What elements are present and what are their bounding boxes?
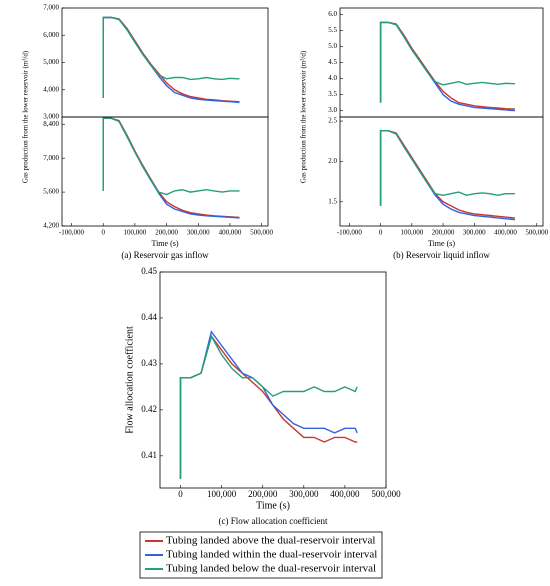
y-axis-label: Gas production from the lower reservoir … bbox=[22, 50, 30, 183]
series-line bbox=[179, 334, 358, 479]
series-line bbox=[102, 117, 240, 196]
x-tick-label: 0 bbox=[178, 489, 183, 499]
plot-frame bbox=[61, 7, 269, 118]
y-tick-label: 3,000 bbox=[43, 113, 59, 121]
x-tick-label: 300,000 bbox=[289, 489, 319, 499]
y-tick-label: 4,200 bbox=[43, 222, 59, 230]
y-tick-label: 0.45 bbox=[141, 266, 157, 276]
y-axis-label: Gas production from the lower reservoir … bbox=[300, 50, 308, 183]
y-tick-label: 8,400 bbox=[43, 120, 59, 128]
x-tick-label: 200,000 bbox=[155, 229, 178, 237]
x-axis-label: Time (s) bbox=[151, 239, 178, 248]
y-tick-label: 7,000 bbox=[43, 4, 59, 12]
x-tick-label: 0 bbox=[379, 229, 383, 237]
x-tick-label: 300,000 bbox=[187, 229, 210, 237]
y-tick-label: 0.43 bbox=[141, 358, 157, 368]
plot-frame bbox=[339, 7, 544, 118]
series-line bbox=[179, 334, 358, 479]
plot-frame bbox=[339, 116, 544, 227]
series-line bbox=[379, 21, 516, 110]
y-tick-label: 2.5 bbox=[328, 117, 337, 125]
x-axis-label: Time (s) bbox=[256, 500, 290, 511]
y-tick-label: 1.5 bbox=[328, 197, 337, 205]
y-tick-label: 7,000 bbox=[43, 154, 59, 162]
series-line bbox=[379, 21, 515, 112]
plot-frame bbox=[61, 116, 269, 227]
series-line bbox=[102, 16, 240, 104]
y-tick-label: 3.0 bbox=[328, 106, 337, 114]
x-tick-label: 0 bbox=[101, 229, 105, 237]
series-line bbox=[102, 16, 240, 98]
y-tick-label: 4,000 bbox=[43, 85, 59, 93]
y-tick-label: 0.44 bbox=[141, 312, 157, 322]
legend-box bbox=[139, 531, 383, 579]
y-tick-label: 6.0 bbox=[328, 10, 337, 18]
y-tick-label: 0.42 bbox=[141, 404, 157, 414]
y-tick-label: 5,600 bbox=[43, 188, 59, 196]
x-tick-label: 500,000 bbox=[250, 229, 273, 237]
series-line bbox=[379, 21, 515, 103]
series-line bbox=[379, 130, 515, 219]
x-tick-label: -100,000 bbox=[337, 229, 363, 237]
series-line bbox=[102, 117, 240, 219]
legend-label: Tubing landed above the dual-reservoir i… bbox=[166, 535, 375, 547]
x-tick-label: 500,000 bbox=[525, 229, 548, 237]
y-tick-label: 6,000 bbox=[43, 31, 59, 39]
series-line bbox=[379, 130, 515, 221]
caption: (c) Flow allocation coefficient bbox=[218, 516, 328, 526]
series-line bbox=[379, 130, 515, 206]
y-tick-label: 2.0 bbox=[328, 157, 337, 165]
x-axis-label: Time (s) bbox=[428, 239, 455, 248]
y-tick-label: 4.5 bbox=[328, 58, 337, 66]
y-tick-label: 3.5 bbox=[328, 90, 337, 98]
plot-frame bbox=[159, 271, 387, 489]
x-tick-label: 300,000 bbox=[463, 229, 486, 237]
x-tick-label: 500,000 bbox=[371, 489, 401, 499]
x-tick-label: 100,000 bbox=[207, 489, 237, 499]
y-tick-label: 5,000 bbox=[43, 58, 59, 66]
y-tick-label: 0.41 bbox=[141, 450, 157, 460]
y-tick-label: 5.5 bbox=[328, 26, 337, 34]
x-tick-label: 200,000 bbox=[432, 229, 455, 237]
y-tick-label: 5.0 bbox=[328, 42, 337, 50]
y-tick-label: 4.0 bbox=[328, 74, 337, 82]
x-tick-label: 100,000 bbox=[400, 229, 423, 237]
x-tick-label: -100,000 bbox=[59, 229, 85, 237]
x-tick-label: 400,000 bbox=[330, 489, 360, 499]
caption: (b) Reservoir liquid inflow bbox=[393, 250, 490, 260]
legend-label: Tubing landed below the dual-reservoir i… bbox=[166, 563, 376, 575]
legend-label: Tubing landed within the dual-reservoir … bbox=[166, 549, 377, 561]
y-axis-label: Flow allocation coefficient bbox=[124, 326, 135, 434]
x-tick-label: 400,000 bbox=[494, 229, 517, 237]
x-tick-label: 100,000 bbox=[124, 229, 147, 237]
x-tick-label: 200,000 bbox=[248, 489, 278, 499]
caption: (a) Reservoir gas inflow bbox=[121, 250, 209, 260]
series-line bbox=[102, 117, 240, 219]
x-tick-label: 400,000 bbox=[219, 229, 242, 237]
